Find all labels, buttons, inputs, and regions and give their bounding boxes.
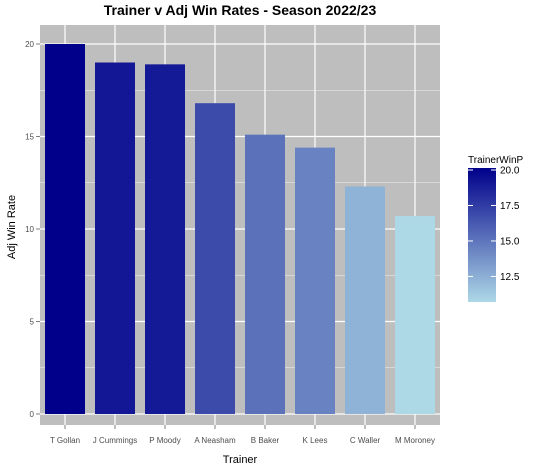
y-tick-label: 15 xyxy=(25,133,34,142)
x-axis: T Gollan J Cummings P Moody A Neasham B Bake… xyxy=(50,425,435,445)
x-tick-label: A Neasham xyxy=(194,436,236,445)
x-tick-label: M Moroney xyxy=(395,436,435,445)
bar-m-moroney xyxy=(395,216,435,414)
y-axis-title: Adj Win Rate xyxy=(6,195,18,259)
y-tick-label: 5 xyxy=(30,318,35,327)
legend-title: TrainerWinP xyxy=(468,155,524,166)
bars xyxy=(45,44,435,414)
legend-tick-label: 20.0 xyxy=(500,166,520,177)
y-axis: 0 5 10 15 20 xyxy=(25,40,40,419)
bar-a-neasham xyxy=(195,103,235,414)
bar-b-baker xyxy=(245,134,285,414)
x-tick-label: B Baker xyxy=(251,436,280,445)
bar-j-cummings xyxy=(95,62,135,414)
x-tick-label: P Moody xyxy=(149,436,180,445)
y-tick-label: 0 xyxy=(30,410,35,419)
x-tick-label: T Gollan xyxy=(50,436,80,445)
legend-tick-label: 12.5 xyxy=(500,272,520,283)
bar-k-lees xyxy=(295,147,335,414)
y-tick-label: 10 xyxy=(25,225,34,234)
legend: TrainerWinP 12.5 15.0 17.5 20.0 xyxy=(468,155,524,302)
y-tick-label: 20 xyxy=(25,40,34,49)
x-tick-label: K Lees xyxy=(303,436,328,445)
legend-tick-label: 15.0 xyxy=(500,236,520,247)
chart-title: Trainer v Adj Win Rates - Season 2022/23 xyxy=(104,2,377,18)
bar-p-moody xyxy=(145,64,185,414)
x-tick-label: C Waller xyxy=(350,436,381,445)
x-tick-label: J Cummings xyxy=(93,436,137,445)
legend-ticks: 12.5 15.0 17.5 20.0 xyxy=(468,166,520,283)
legend-tick-label: 17.5 xyxy=(500,201,520,212)
bar-t-gollan xyxy=(45,44,85,414)
bar-c-waller xyxy=(345,186,385,414)
x-axis-title: Trainer xyxy=(223,454,258,466)
legend-colorbar xyxy=(468,168,496,302)
